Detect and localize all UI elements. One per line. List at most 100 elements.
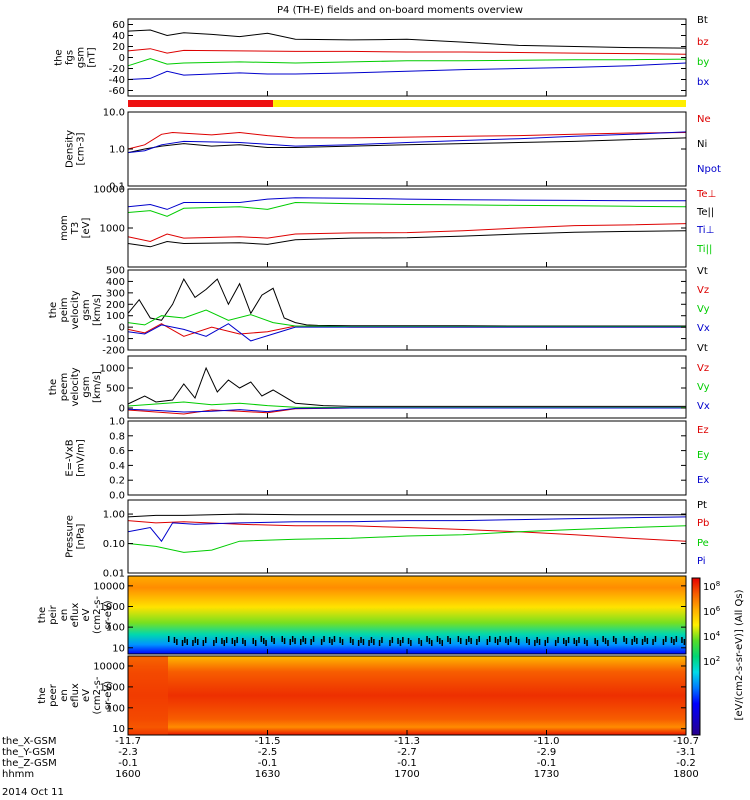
plot-title: P4 (TH-E) fields and on-board moments ov… [277, 5, 523, 16]
y-axis-label: E=-VxB [mV/m] [65, 439, 87, 477]
series-line-pt [127, 513, 686, 518]
y-axis-label-line: velocity [70, 367, 81, 406]
y-axis-label-line: sr-eV) [103, 681, 114, 710]
legend-label: Npot [697, 164, 721, 175]
y-axis-label-line: gsm [76, 47, 87, 68]
legend-label: Vz [697, 363, 709, 374]
legend-label: Ey [697, 450, 709, 461]
colorbar-tick-label: 106 [703, 605, 721, 618]
panel-2: Ne Ni Npot 10.0 1.0 0.1 Density [cm-3] [65, 108, 721, 193]
footer-value: -11.7 [115, 736, 141, 747]
series-line-pb [127, 520, 687, 542]
legend-label: Vx [697, 323, 710, 334]
y-tick-label: 10000 [93, 661, 125, 672]
y-tick-label: -200 [102, 346, 125, 357]
y-tick-label: 400 [106, 277, 125, 288]
y-tick-label: 1000 [100, 682, 125, 693]
y-axis-label-line: (cm2-s- [92, 596, 103, 634]
footer-value: -0.1 [537, 758, 557, 769]
footer-row-label: hhmm [2, 769, 34, 780]
y-tick-label: 0.0 [109, 491, 125, 502]
status-bar-yellow [273, 100, 686, 107]
panel-frame [127, 355, 687, 419]
y-axis-label-line: [km/s] [92, 294, 103, 326]
footer-row-label: the_Z-GSM [2, 758, 57, 769]
series-line-te [127, 223, 687, 243]
y-tick-label: 100 [106, 311, 125, 322]
panel-frame [127, 18, 687, 97]
series-line-pe [127, 525, 687, 553]
y-axis-label-line: peem [59, 373, 70, 401]
footer-value: -11.3 [394, 736, 420, 747]
y-axis-label-line: the [37, 687, 48, 703]
colorbar-tick-label: 104 [703, 630, 721, 643]
y-axis-label-line: the [37, 607, 48, 623]
y-axis-label: mom T3 [eV] [59, 215, 92, 241]
colorbar: 108 106 104 102 [eV/(cm2-s-sr-eV)] (All Qs) [691, 577, 745, 736]
y-axis-label: Pressure [nPa] [65, 515, 87, 558]
series-line-vx [127, 407, 686, 413]
y-tick-label: 0.10 [103, 539, 125, 550]
y-axis-label-line: Pressure [65, 515, 76, 558]
y-axis-label-line: velocity [70, 290, 81, 329]
footer-value: -0.1 [397, 758, 417, 769]
y-tick-label: 1.0 [109, 417, 125, 428]
series-line-te [127, 230, 687, 248]
series-line-vt [127, 366, 686, 407]
footer-value: -2.9 [537, 747, 557, 758]
legend-label: Te|| [696, 207, 714, 218]
legend-label: Ti|| [696, 244, 712, 255]
y-axis-label-line: eflux [70, 683, 81, 708]
y-axis-label: the peem velocity gsm [km/s] [48, 367, 103, 406]
y-axis-label-line: [nT] [87, 47, 98, 67]
footer-value: -2.7 [397, 747, 417, 758]
panel-9: 10000 1000 100 10 the peer en eflux eV (cm2-s-sr-… [37, 655, 687, 736]
y-tick-label: -20 [109, 64, 125, 75]
y-axis-label-line: Density [65, 130, 76, 168]
y-tick-label: 10 [112, 724, 125, 735]
legend-label: Pi [697, 556, 706, 567]
y-axis-label: the peim velocity gsm [km/s] [48, 290, 103, 329]
y-tick-label: 10000 [93, 581, 125, 592]
legend-label: by [697, 57, 709, 68]
y-tick-label: 1.00 [103, 510, 125, 521]
footer-value: -2.3 [118, 747, 138, 758]
legend-label: Te⊥ [696, 189, 716, 200]
colorbar-tick-label: 108 [703, 580, 720, 593]
spectrogram-low-energy-noise [168, 636, 686, 646]
spectrogram-fill [128, 656, 686, 735]
spectrogram-early-band [128, 656, 168, 735]
spectrogram-fill [128, 576, 686, 654]
y-tick-label: 1000 [100, 364, 125, 375]
y-tick-label: 200 [106, 300, 125, 311]
y-axis-label-line: mom [59, 215, 70, 241]
y-axis-label-line: sr-eV) [103, 600, 114, 629]
legend-label: Pb [697, 518, 709, 529]
legend-label: Vx [697, 401, 710, 412]
series-line-ti [127, 201, 687, 217]
y-axis-label: the peir en eflux eV (cm2-s-sr-eV) [37, 596, 114, 634]
y-tick-label: 500 [106, 266, 125, 277]
footer-value: -11.5 [255, 736, 281, 747]
y-tick-label: 500 [106, 384, 125, 395]
series-line-ni [127, 137, 687, 154]
y-axis-label-line: eV [81, 608, 92, 621]
series-line-ne [127, 131, 687, 150]
y-axis-label-line: T3 [70, 222, 81, 235]
panel-5: Vt Vz Vy Vx 1000 500 0 the peem velocity gsm [km/s] [48, 343, 710, 419]
y-axis-label: the fgs gsm [nT] [54, 47, 98, 68]
y-tick-label: 10.0 [103, 108, 125, 119]
y-axis-label-line: E=-VxB [65, 439, 76, 476]
legend-label: Vy [697, 382, 710, 393]
y-tick-label: 0 [119, 323, 125, 334]
series-line-bz [127, 48, 687, 55]
legend-label: Ex [697, 475, 709, 486]
y-axis-label-line: gsm [81, 376, 92, 397]
y-axis-label-line: (cm2-s- [92, 676, 103, 714]
y-tick-label: 100 [106, 703, 125, 714]
series-line-vt [127, 278, 686, 327]
footer-value: 1800 [673, 769, 698, 780]
y-axis-label-line: [eV] [81, 218, 92, 239]
y-tick-label: 10 [112, 643, 125, 654]
